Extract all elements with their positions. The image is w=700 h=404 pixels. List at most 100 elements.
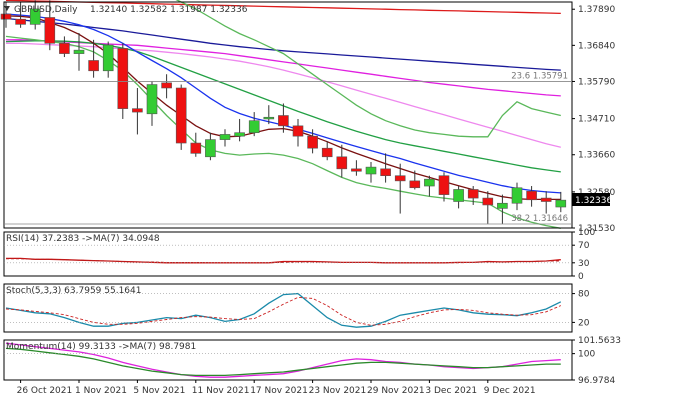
rsi-tick-label: 30 [578,259,590,269]
candle [234,118,245,142]
date-tick-label: 11 Nov 2021 [192,386,250,396]
candle-body [248,120,260,134]
candle [424,175,435,197]
candle [248,112,260,137]
price-tick-label: 1.37890 [578,5,615,15]
date-tick-label: 1 Nov 2021 [75,386,127,396]
candle [438,172,450,202]
stoch-tick-label: 20 [578,318,590,328]
candle [555,191,567,213]
candle-body [0,13,12,20]
rsi-panel: 100 70 30 0 RSI(14) 37.2383 ->MA(7) 34.0948 [3,228,595,282]
candle [540,191,552,214]
current-price-tag-bg [572,193,610,206]
candle-body [88,60,99,72]
stoch-line-2 [5,296,561,326]
momentum-title: Momentum(14) 99.3133 ->MA(7) 98.7981 [6,342,196,352]
momentum-panel: 101.5633 100 96.9784 Momentum(14) 99.3133 … [3,336,621,386]
panel-frame [3,339,573,381]
candle-body [161,82,172,89]
ohlc-readout: 1.32140 1.32582 1.31987 1.32336 [90,5,248,15]
candle-body [146,84,158,115]
rsi-tick-label: 100 [578,228,595,238]
momentum-lines [5,342,561,378]
rsi-tick-label: 0 [578,272,584,282]
candle-body [424,178,435,187]
candle-body [292,125,304,137]
candle-body [307,135,318,149]
candle [467,186,479,205]
candle [59,36,70,58]
candle [511,182,523,211]
rsi-tick-label: 70 [578,241,590,251]
candle-body [117,48,129,109]
candle-body [59,42,70,54]
candle-body [336,156,348,170]
date-tick-label: 29 Nov 2021 [367,386,425,396]
candle-body [453,189,464,202]
candle-body [29,8,41,25]
rsi-axis: 100 70 30 0 [3,228,595,282]
candle [205,132,216,161]
candle [526,186,537,207]
candle-body [555,199,567,208]
candle [365,161,377,183]
price-tick-label: 1.32580 [578,188,615,198]
stoch-lines [5,292,562,328]
candle-body [497,202,508,209]
candle [161,74,172,99]
candle [263,105,275,125]
candle [292,118,304,147]
momentum-tick-label: 100 [578,350,595,360]
candle [307,129,318,154]
triangle-down-icon [4,6,10,11]
moving-average-line-8 [5,35,561,229]
rsi-line-2 [6,258,561,264]
candle [394,163,406,214]
candle-body [351,168,362,172]
candle [15,2,26,28]
candle [146,81,158,126]
candle-body [132,108,143,113]
candle-body [102,44,114,72]
candle-body [438,175,450,195]
date-axis: 26 Oct 2021 1 Nov 2021 5 Nov 2021 11 Nov 20… [17,380,536,396]
stoch-tick-label: 80 [578,290,590,300]
rsi-title: RSI(14) 37.2383 ->MA(7) 34.0948 [6,234,160,244]
candle-body [409,180,421,189]
candle-body [15,18,26,25]
moving-average-line-9 [175,0,561,138]
momentum-tick-label: 96.9784 [578,376,615,386]
price-chart-title: GBPUSD,Daily [14,5,78,15]
stoch-panel: 80 20 Stoch(5,3,3) 63.7959 55.1641 [3,283,590,333]
stoch-axis: 80 20 [3,283,590,333]
momentum-axis: 101.5633 100 96.9784 [3,336,621,386]
candle-body [44,17,56,44]
candle-body [175,87,187,144]
candle-body [219,134,231,140]
price-panel: 1.37890 1.36840 1.35790 1.34710 1.33660 1.325… [0,0,615,234]
panel-frame [3,1,573,229]
candle [482,191,494,224]
date-tick-label: 23 Nov 2021 [309,386,367,396]
panel-frame [3,283,573,333]
date-tick-label: 5 Nov 2021 [133,386,185,396]
candle-body [394,175,406,182]
momentum-tick-label: 101.5633 [578,336,621,346]
candle-body [482,197,494,206]
candle [175,84,187,150]
candle [278,103,289,133]
price-tick-label: 1.31530 [578,224,615,234]
fib-levels: 23.6 1.35791 38.2 1.31646 [4,71,572,225]
candle [73,32,85,71]
candle-body [321,147,333,158]
candlesticks [0,0,567,224]
price-tick-label: 1.34710 [578,115,615,125]
rsi-lines [6,257,561,264]
moving-average-line-2 [5,17,561,71]
candle-body [365,166,377,175]
date-tick-label: 3 Dec 2021 [425,386,477,396]
current-price-tag: 1.32336 [575,196,612,206]
date-tick-label: 17 Nov 2021 [250,386,308,396]
price-tick-label: 1.35790 [578,77,615,87]
